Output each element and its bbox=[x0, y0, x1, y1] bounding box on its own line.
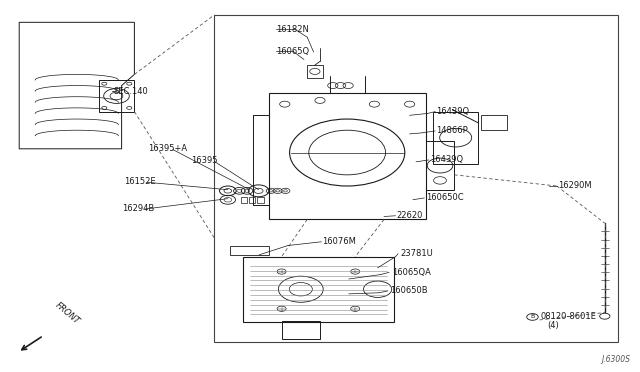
Text: 16439Q: 16439Q bbox=[436, 107, 470, 116]
Text: SEC.140: SEC.140 bbox=[114, 87, 148, 96]
Text: 08120-8601E: 08120-8601E bbox=[541, 312, 596, 321]
Bar bbox=[269, 93, 426, 219]
Text: 16439Q: 16439Q bbox=[430, 155, 463, 164]
Text: (4): (4) bbox=[547, 321, 559, 330]
Text: J.6300S: J.6300S bbox=[602, 355, 630, 364]
Text: 14866P: 14866P bbox=[436, 126, 468, 135]
Text: 16065Q: 16065Q bbox=[276, 47, 310, 56]
Text: 16065QA: 16065QA bbox=[392, 268, 431, 277]
Bar bbox=[433, 112, 478, 164]
Bar bbox=[99, 80, 134, 112]
Bar bbox=[241, 197, 247, 203]
Text: 16182N: 16182N bbox=[276, 25, 309, 33]
Bar bbox=[249, 197, 255, 203]
Bar bbox=[214, 15, 618, 342]
Text: 16076M: 16076M bbox=[323, 237, 356, 246]
Bar bbox=[230, 246, 269, 255]
Text: 160650C: 160650C bbox=[426, 193, 463, 202]
Bar bbox=[307, 65, 323, 78]
Text: 22620: 22620 bbox=[397, 211, 423, 220]
Text: 16395+A: 16395+A bbox=[148, 144, 188, 153]
Bar bbox=[257, 197, 264, 203]
Text: 16395: 16395 bbox=[191, 156, 217, 165]
Bar bbox=[481, 115, 507, 130]
Text: FRONT: FRONT bbox=[53, 301, 81, 326]
Text: 160650B: 160650B bbox=[390, 286, 428, 295]
Bar bbox=[282, 321, 320, 339]
Text: 23781U: 23781U bbox=[401, 249, 433, 258]
Bar bbox=[243, 257, 394, 322]
Text: 16152E: 16152E bbox=[124, 177, 156, 186]
Text: B: B bbox=[531, 314, 534, 320]
Bar bbox=[426, 141, 454, 190]
Text: 16294B: 16294B bbox=[122, 204, 154, 213]
Text: 16290M: 16290M bbox=[558, 182, 592, 190]
